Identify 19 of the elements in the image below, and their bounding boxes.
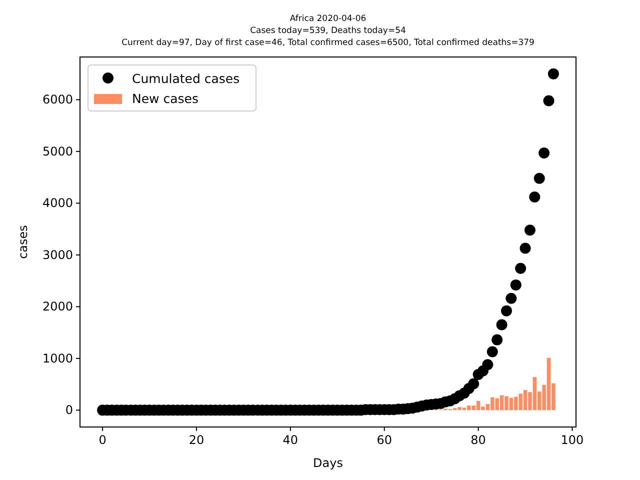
x-tick-label: 60 xyxy=(376,433,392,447)
legend-label: New cases xyxy=(132,91,198,106)
chart-title: Africa 2020-04-06 xyxy=(290,14,366,24)
y-tick-label: 1000 xyxy=(42,351,73,366)
y-tick-label: 2000 xyxy=(42,300,73,314)
x-tick-label: 0 xyxy=(98,433,106,447)
y-axis-title: cases xyxy=(16,225,30,259)
chart-subtitle: Cases today=539, Deaths today=54 Current day=97, Day of first case=46, Total confirmed cases=6500, Total confirmed deaths=379 xyxy=(122,26,534,48)
x-tick-label: 80 xyxy=(470,433,486,447)
y-tick-label: 4000 xyxy=(42,196,73,210)
y-tick-label: 5000 xyxy=(42,144,73,158)
x-axis-title: Days xyxy=(313,456,343,470)
y-tick-label: 3000 xyxy=(42,248,73,262)
x-tick-label: 40 xyxy=(282,433,298,447)
y-tick-label: 6000 xyxy=(42,92,73,107)
legend-label: Cumulated cases xyxy=(132,71,240,86)
y-tick-label: 0 xyxy=(65,403,73,418)
x-tick-label: 20 xyxy=(188,433,204,447)
x-tick-label: 100 xyxy=(560,433,584,447)
